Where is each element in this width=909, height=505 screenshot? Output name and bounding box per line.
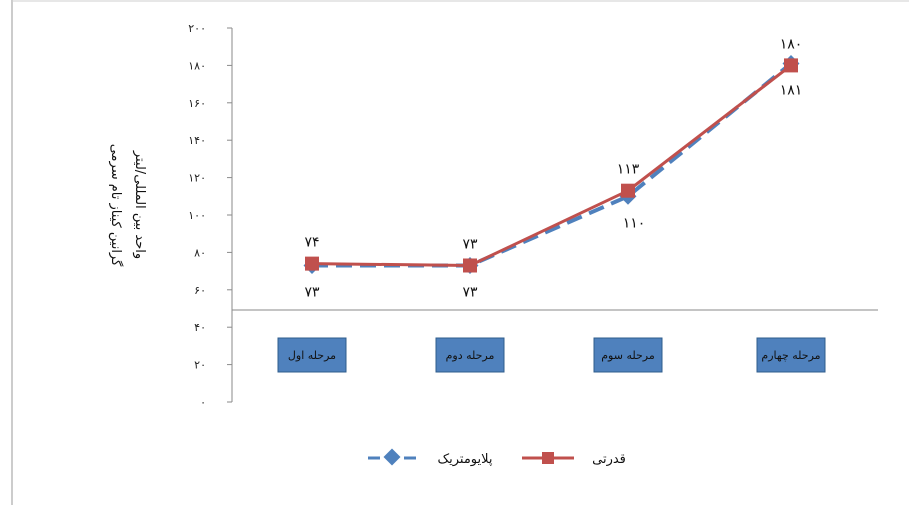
series-1-data-label-4: ۱۸۱ bbox=[780, 83, 803, 99]
series-1-data-label-2: ۷۳ bbox=[462, 284, 478, 300]
series-2-point-2 bbox=[463, 258, 477, 272]
category-label-2: مرحله دوم bbox=[446, 349, 495, 362]
y-tick-label-6: ۱۲۰ bbox=[188, 172, 206, 185]
y-tick-label-8: ۱۶۰ bbox=[188, 97, 206, 110]
series-2-data-label-1: ۷۴ bbox=[304, 235, 319, 251]
series-line-1 bbox=[312, 64, 791, 266]
y-axis-title: گرانین کیناز تام سرمی واحد بین المللی/لی… bbox=[108, 144, 147, 267]
y-tick-label-1: ۲۰ bbox=[194, 359, 206, 372]
y-tick-label-9: ۱۸۰ bbox=[188, 59, 206, 72]
series-2-point-1 bbox=[305, 257, 319, 271]
y-axis-title-line-2: واحد بین المللی/لیتر bbox=[132, 150, 147, 259]
legend-marker-series-2 bbox=[542, 452, 554, 464]
legend-item-series-1: پلایومتریک bbox=[368, 449, 493, 467]
series-2-data-label-4: ۱۸۰ bbox=[780, 36, 803, 52]
y-tick-label-0: ۰ bbox=[200, 396, 206, 409]
series-2-point-3 bbox=[621, 184, 635, 198]
legend: پلایومتریک قدرتی bbox=[368, 449, 626, 467]
legend-item-series-2: قدرتی bbox=[522, 452, 626, 467]
category-label-4: مرحله چهارم bbox=[761, 349, 820, 362]
series-line-2 bbox=[312, 65, 791, 265]
series-2-data-label-2: ۷۳ bbox=[462, 236, 478, 252]
y-tick-label-4: ۸۰ bbox=[194, 246, 206, 259]
y-tick-label-3: ۶۰ bbox=[194, 284, 206, 297]
y-tick-label-5: ۱۰۰ bbox=[188, 209, 206, 222]
y-tick-label-7: ۱۴۰ bbox=[188, 134, 206, 147]
legend-label-series-2: قدرتی bbox=[592, 452, 626, 467]
y-tick-label-2: ۴۰ bbox=[194, 321, 206, 334]
category-label-3: مرحله سوم bbox=[601, 349, 655, 362]
y-axis-title-line-1: گرانین کیناز تام سرمی bbox=[108, 144, 124, 267]
series-2-data-label-3: ۱۱۳ bbox=[617, 162, 640, 178]
series-2-point-4 bbox=[784, 58, 798, 72]
series-1-data-label-1: ۷۳ bbox=[304, 284, 320, 300]
data-labels-layer: ۷۳ ۷۳ ۱۱۰ ۱۸۱ ۷۴ ۷۳ ۱۱۳ ۱۸۰ bbox=[304, 36, 802, 300]
category-label-1: مرحله اول bbox=[288, 349, 336, 362]
category-labels: مرحله اول مرحله دوم مرحله سوم مرحله چهارم bbox=[278, 338, 825, 372]
series-1-data-label-3: ۱۱۰ bbox=[623, 215, 646, 231]
legend-label-series-1: پلایومتریک bbox=[437, 452, 492, 467]
y-tick-label-10: ۲۰۰ bbox=[188, 22, 206, 35]
y-axis-ticks: ۰ ۲۰ ۴۰ ۶۰ ۸۰ ۱۰۰ ۱۲۰ ۱۴۰ ۱۶۰ ۱۸۰ ۲۰۰ bbox=[188, 22, 232, 409]
series-layer bbox=[304, 55, 800, 274]
legend-marker-series-1 bbox=[384, 449, 401, 466]
